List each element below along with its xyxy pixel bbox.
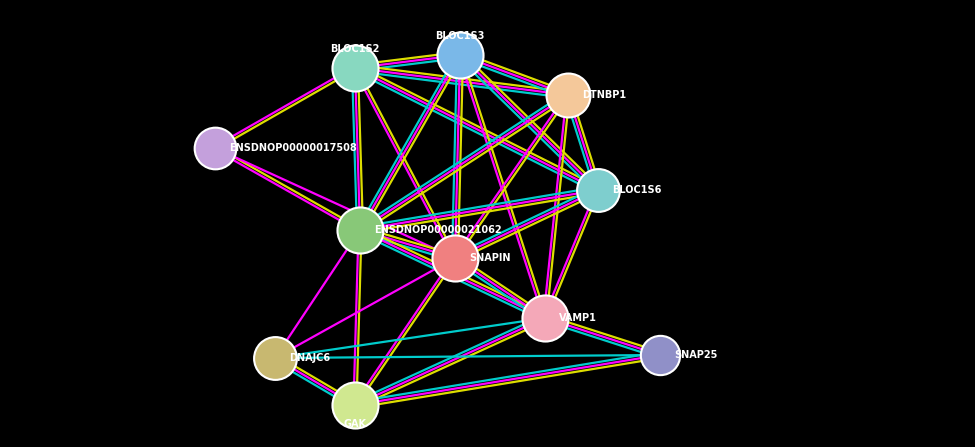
Point — [537, 314, 553, 321]
Text: BLOC1S2: BLOC1S2 — [331, 44, 379, 54]
Point — [208, 144, 223, 152]
Text: DNAJC6: DNAJC6 — [289, 353, 331, 363]
Point — [652, 351, 668, 358]
Point — [452, 51, 468, 59]
Point — [590, 186, 605, 194]
Text: BLOC1S3: BLOC1S3 — [435, 31, 485, 41]
Text: GAK: GAK — [343, 419, 367, 429]
Text: ENSDNOP00000017508: ENSDNOP00000017508 — [229, 143, 357, 153]
Text: SNAP25: SNAP25 — [674, 350, 718, 360]
Point — [347, 64, 363, 72]
Point — [347, 401, 363, 409]
Point — [448, 254, 463, 261]
Point — [267, 354, 283, 362]
Text: DTNBP1: DTNBP1 — [582, 90, 626, 100]
Text: VAMP1: VAMP1 — [559, 313, 597, 323]
Point — [352, 227, 368, 234]
Text: BLOC1S6: BLOC1S6 — [612, 185, 661, 195]
Point — [561, 92, 576, 99]
Text: ENSDNOP00000021062: ENSDNOP00000021062 — [374, 225, 501, 235]
Text: SNAPIN: SNAPIN — [469, 253, 511, 263]
